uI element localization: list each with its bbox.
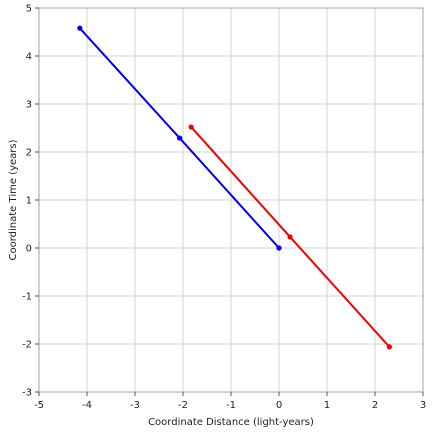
x-tick-label: -5 xyxy=(34,400,44,411)
x-tick-label: 0 xyxy=(276,400,282,411)
x-tick-label: -4 xyxy=(82,400,92,411)
x-ticks: -5 -4 -3 -2 -1 0 1 2 3 xyxy=(34,392,426,411)
x-tick-label: 3 xyxy=(420,400,426,411)
series-1-point xyxy=(276,245,282,251)
x-tick-label: -1 xyxy=(226,400,236,411)
x-tick-label: -3 xyxy=(130,400,140,411)
series-2-point xyxy=(188,124,194,130)
y-tick-label: -1 xyxy=(22,292,32,303)
series-1-point xyxy=(77,25,83,31)
y-tick-label: 2 xyxy=(26,148,32,159)
series-layer xyxy=(77,25,392,350)
series-2-point xyxy=(287,234,293,240)
y-ticks: -3 -2 -1 0 1 2 3 4 5 xyxy=(22,4,39,399)
y-tick-label: 1 xyxy=(26,196,32,207)
y-tick-label: -2 xyxy=(22,340,32,351)
grid xyxy=(38,7,424,393)
series-2-point xyxy=(386,344,392,350)
x-tick-label: 1 xyxy=(324,400,330,411)
x-tick-label: 2 xyxy=(372,400,378,411)
series-1-point xyxy=(177,135,183,141)
y-axis-label: Coordinate Time (years) xyxy=(8,139,19,260)
y-tick-label: -3 xyxy=(22,388,32,399)
y-tick-label: 5 xyxy=(26,4,32,15)
y-tick-label: 0 xyxy=(26,244,32,255)
y-tick-label: 3 xyxy=(26,100,32,111)
x-tick-label: -2 xyxy=(178,400,188,411)
x-axis-label: Coordinate Distance (light-years) xyxy=(148,417,314,428)
y-tick-label: 4 xyxy=(26,52,32,63)
